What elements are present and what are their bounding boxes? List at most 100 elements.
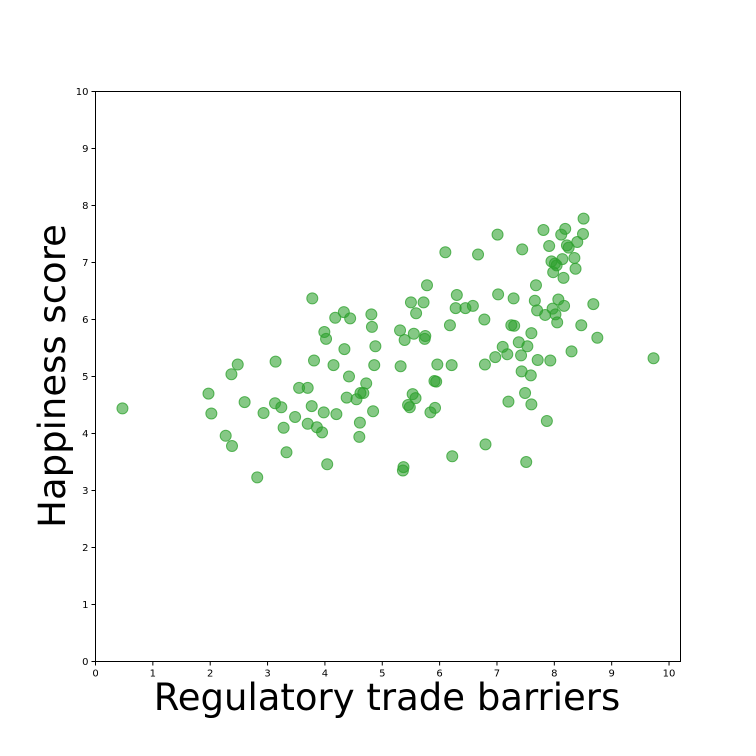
data-point [365,308,378,321]
data-point [225,368,238,381]
data-point [202,387,215,400]
data-point [519,387,532,400]
x-tick-label: 1 [150,669,156,680]
data-point [275,401,288,414]
data-point [491,228,504,241]
data-point [329,311,342,324]
data-point [226,440,238,453]
data-point [419,330,432,343]
data-point [565,345,578,358]
data-point [231,358,244,371]
data-point [446,450,459,463]
y-tick-label: 7 [82,258,88,269]
data-point [251,471,264,484]
x-tick-label: 0 [92,669,98,680]
data-point [277,421,290,434]
data-point [431,358,444,371]
data-point [219,429,232,442]
data-point [417,296,430,309]
data-point [569,262,582,275]
data-point [344,312,357,325]
data-point [558,299,571,312]
data-point [516,243,529,256]
data-point [531,353,544,366]
data-point [492,288,505,301]
data-point [521,340,534,353]
x-axis-ticks: 0 1 2 3 4 5 6 7 8 9 10 [92,661,676,680]
data-point [421,279,433,292]
y-tick-label: 3 [82,486,88,497]
data-point [289,410,302,423]
data-point [205,407,218,420]
data-point [587,298,600,311]
data-point [507,292,520,305]
data-point [556,253,569,266]
data-point [116,402,129,415]
x-tick-label: 8 [551,669,557,680]
y-tick-label: 9 [82,144,88,155]
data-point [478,313,491,326]
y-tick-label: 2 [82,543,88,554]
x-tick-label: 6 [436,669,442,680]
data-point [559,222,572,235]
y-tick-label: 5 [82,372,88,383]
y-tick-label: 1 [82,600,88,611]
x-tick-label: 10 [663,669,676,680]
data-point [301,381,314,394]
data-point [525,327,538,340]
x-tick-label: 4 [322,669,328,680]
data-point [369,340,382,353]
data-point [403,401,416,414]
x-tick-label: 3 [264,669,270,680]
data-point [501,348,514,361]
data-point [528,294,541,307]
data-point [338,343,351,356]
data-point [571,235,584,248]
data-point [647,352,660,365]
data-point [343,370,355,383]
data-point [327,359,340,372]
data-point [443,319,456,332]
data-point [551,316,564,329]
y-tick-label: 4 [82,429,88,440]
data-point [321,458,334,471]
y-axis-label: Happiness score [31,224,74,528]
data-point [410,307,423,320]
data-point [529,279,542,292]
x-tick-label: 5 [379,669,385,680]
data-point [537,224,550,237]
data-point [562,241,575,254]
data-point [365,320,378,333]
data-point [404,296,417,309]
data-point [439,246,452,259]
data-point [429,401,442,414]
data-point [368,359,381,372]
data-point [409,392,422,405]
data-point [502,395,515,408]
data-point [367,405,380,418]
y-tick-label: 0 [82,657,88,668]
data-point [515,349,528,362]
data-point [306,292,319,305]
data-point [353,416,366,429]
y-tick-label: 8 [82,201,88,212]
data-point [280,446,293,459]
data-point [478,358,491,371]
x-tick-label: 2 [207,669,213,680]
data-point [340,391,353,404]
data-point [450,288,463,301]
data-point [540,414,553,427]
data-point [430,375,443,388]
data-point [397,461,410,474]
y-axis-ticks: 0 1 2 3 4 5 6 7 8 9 10 [76,87,96,668]
data-points [116,212,660,484]
data-point [591,331,604,344]
data-point [577,228,589,240]
data-point [269,355,282,368]
data-point [330,408,343,421]
data-point [577,212,590,225]
data-point [544,354,557,367]
data-point [320,332,333,345]
data-point [568,251,581,264]
